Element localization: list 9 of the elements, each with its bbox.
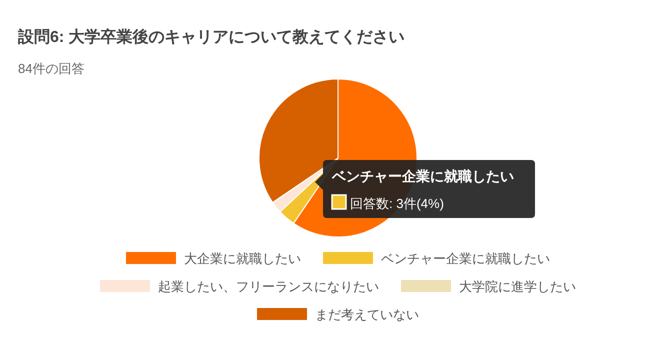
chart-subtitle: 84件の回答 bbox=[18, 61, 84, 76]
text: ベンチャー企業に就職したい bbox=[331, 168, 514, 184]
legend-label: ベンチャー企業に就職したい bbox=[381, 251, 550, 266]
legend-label: 大学院に進学したい bbox=[459, 279, 576, 294]
text: 回答数: 3件(4%) bbox=[350, 196, 444, 211]
chart-title: 設問6: 大学卒業後のキャリアについて教えてください bbox=[17, 28, 405, 46]
legend-label: 起業したい、フリーランスになりたい bbox=[158, 279, 379, 294]
legend-label: 大企業に就職したい bbox=[184, 251, 301, 266]
legend-label: まだ考えていない bbox=[315, 307, 419, 322]
